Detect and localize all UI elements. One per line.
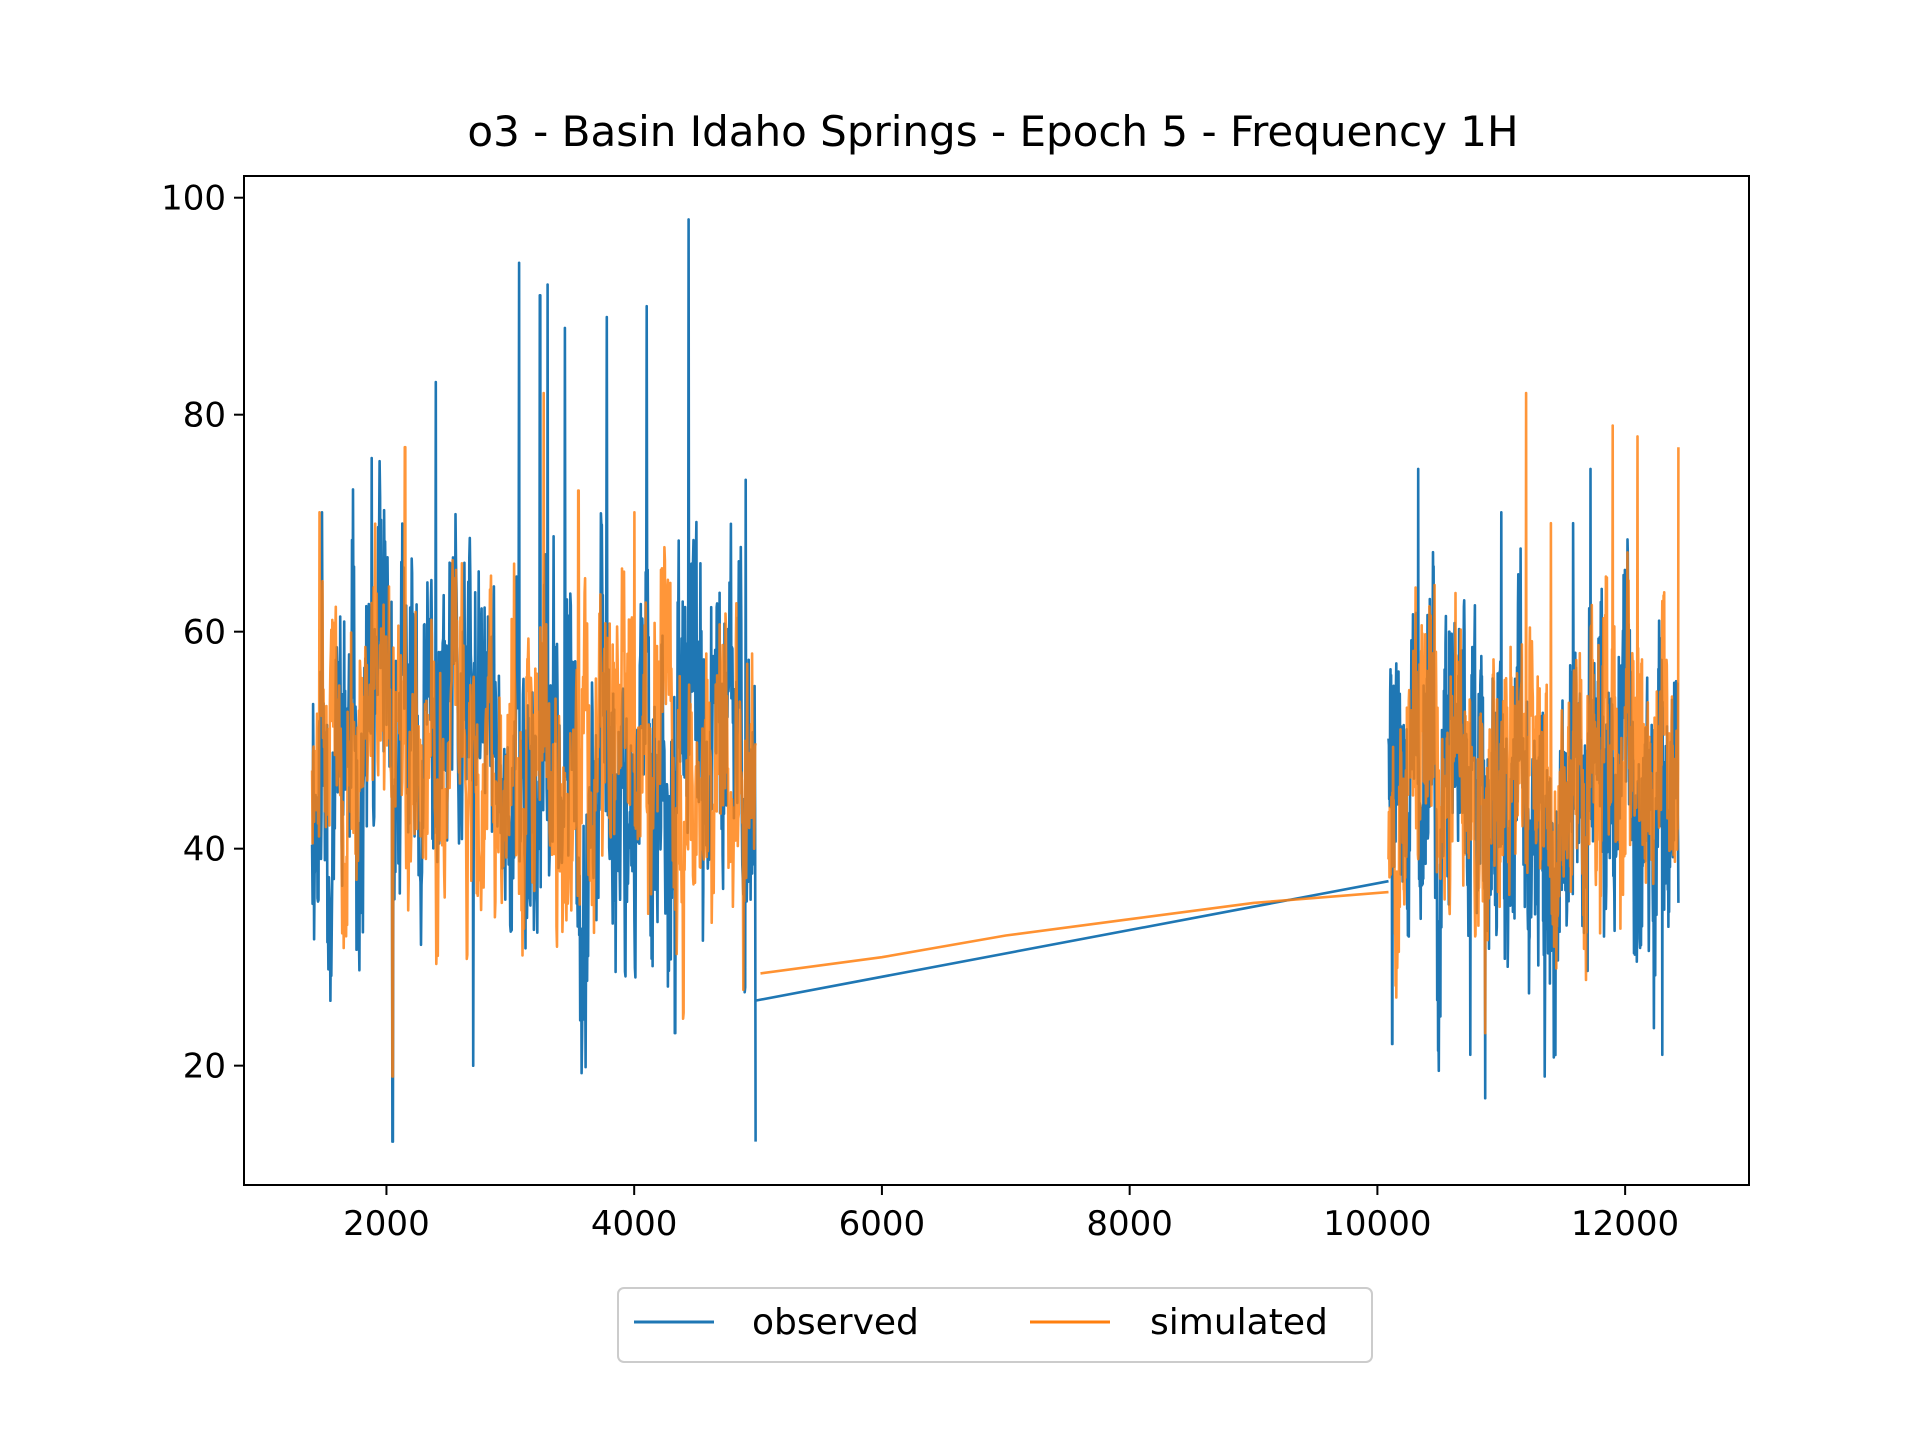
chart-title: o3 - Basin Idaho Springs - Epoch 5 - Fre… <box>467 107 1518 156</box>
y-tick-label: 100 <box>161 179 226 219</box>
y-axis: 20 40 60 80 100 <box>161 179 244 1087</box>
x-tick-label: 8000 <box>1086 1204 1173 1244</box>
x-tick-label: 12000 <box>1571 1204 1679 1244</box>
legend: observed simulated <box>617 1287 1373 1363</box>
series-layer <box>310 218 1680 1143</box>
simulated-segment-1 <box>1387 391 1680 1035</box>
plot-frame <box>243 175 1750 1186</box>
x-tick-label: 2000 <box>343 1204 430 1244</box>
y-tick-label: 20 <box>183 1047 226 1087</box>
simulated-gap-bridge <box>760 890 1389 975</box>
y-tick-label: 60 <box>183 613 226 653</box>
legend-label-simulated: simulated <box>1150 1302 1328 1343</box>
x-tick-label: 6000 <box>839 1204 926 1244</box>
legend-box <box>617 1287 1373 1363</box>
y-tick-label: 80 <box>183 396 226 436</box>
y-tick-label: 40 <box>183 830 226 870</box>
series-simulated <box>310 391 1680 1078</box>
observed-segment-0 <box>310 218 757 1143</box>
x-tick-label: 4000 <box>591 1204 678 1244</box>
x-tick-label: 10000 <box>1323 1204 1431 1244</box>
simulated-segment-0 <box>310 391 757 1078</box>
legend-label-observed: observed <box>752 1302 919 1343</box>
x-axis: 2000 4000 6000 8000 10000 12000 <box>343 1185 1679 1244</box>
plot-area <box>243 175 1750 1186</box>
